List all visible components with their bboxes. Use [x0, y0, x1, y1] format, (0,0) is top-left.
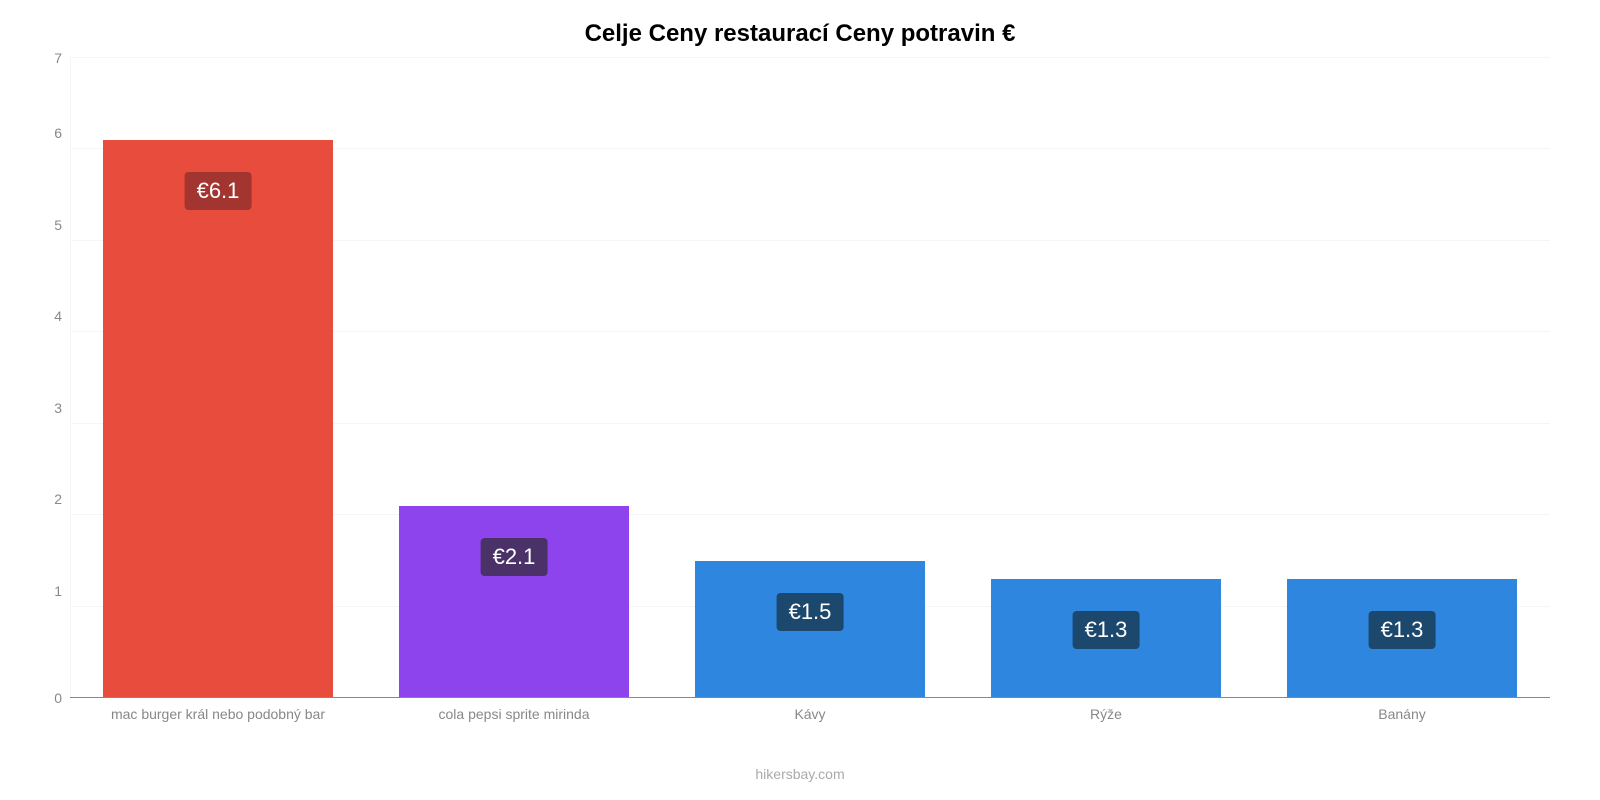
footer-attribution: hikersbay.com — [0, 766, 1600, 782]
bar-slot: €2.1 — [366, 58, 662, 698]
y-tick: 5 — [54, 217, 62, 233]
y-tick: 1 — [54, 583, 62, 599]
bar-cola: €2.1 — [399, 506, 630, 698]
bar-kavy: €1.5 — [695, 561, 926, 698]
bar-mac-burger: €6.1 — [103, 140, 334, 698]
bar-value-label: €6.1 — [185, 172, 252, 210]
bar-slot: €6.1 — [70, 58, 366, 698]
x-label: Banány — [1254, 698, 1550, 722]
bar-slot: €1.3 — [1254, 58, 1550, 698]
x-axis-line — [70, 697, 1550, 698]
bar-ryze: €1.3 — [991, 579, 1222, 698]
chart-title: Celje Ceny restaurací Ceny potravin € — [30, 20, 1570, 48]
y-tick: 2 — [54, 491, 62, 507]
x-label: Rýže — [958, 698, 1254, 722]
chart-container: Celje Ceny restaurací Ceny potravin € 0 … — [0, 0, 1600, 800]
bar-slot: €1.3 — [958, 58, 1254, 698]
bar-value-label: €1.5 — [777, 593, 844, 631]
y-axis: 0 1 2 3 4 5 6 7 — [30, 58, 70, 698]
bar-slot: €1.5 — [662, 58, 958, 698]
x-label: cola pepsi sprite mirinda — [366, 698, 662, 722]
y-tick: 7 — [54, 50, 62, 66]
y-tick: 6 — [54, 125, 62, 141]
x-label: mac burger král nebo podobný bar — [70, 698, 366, 722]
bars-group: €6.1 €2.1 €1.5 €1.3 €1.3 — [70, 58, 1550, 698]
bar-value-label: €1.3 — [1073, 611, 1140, 649]
y-tick: 0 — [54, 690, 62, 706]
bar-value-label: €1.3 — [1369, 611, 1436, 649]
x-label: Kávy — [662, 698, 958, 722]
x-axis-labels: mac burger král nebo podobný bar cola pe… — [70, 698, 1550, 722]
y-tick: 3 — [54, 400, 62, 416]
bar-banany: €1.3 — [1287, 579, 1518, 698]
plot-area: 0 1 2 3 4 5 6 7 €6.1 €2.1 — [70, 58, 1550, 698]
bar-value-label: €2.1 — [481, 538, 548, 576]
y-tick: 4 — [54, 308, 62, 324]
